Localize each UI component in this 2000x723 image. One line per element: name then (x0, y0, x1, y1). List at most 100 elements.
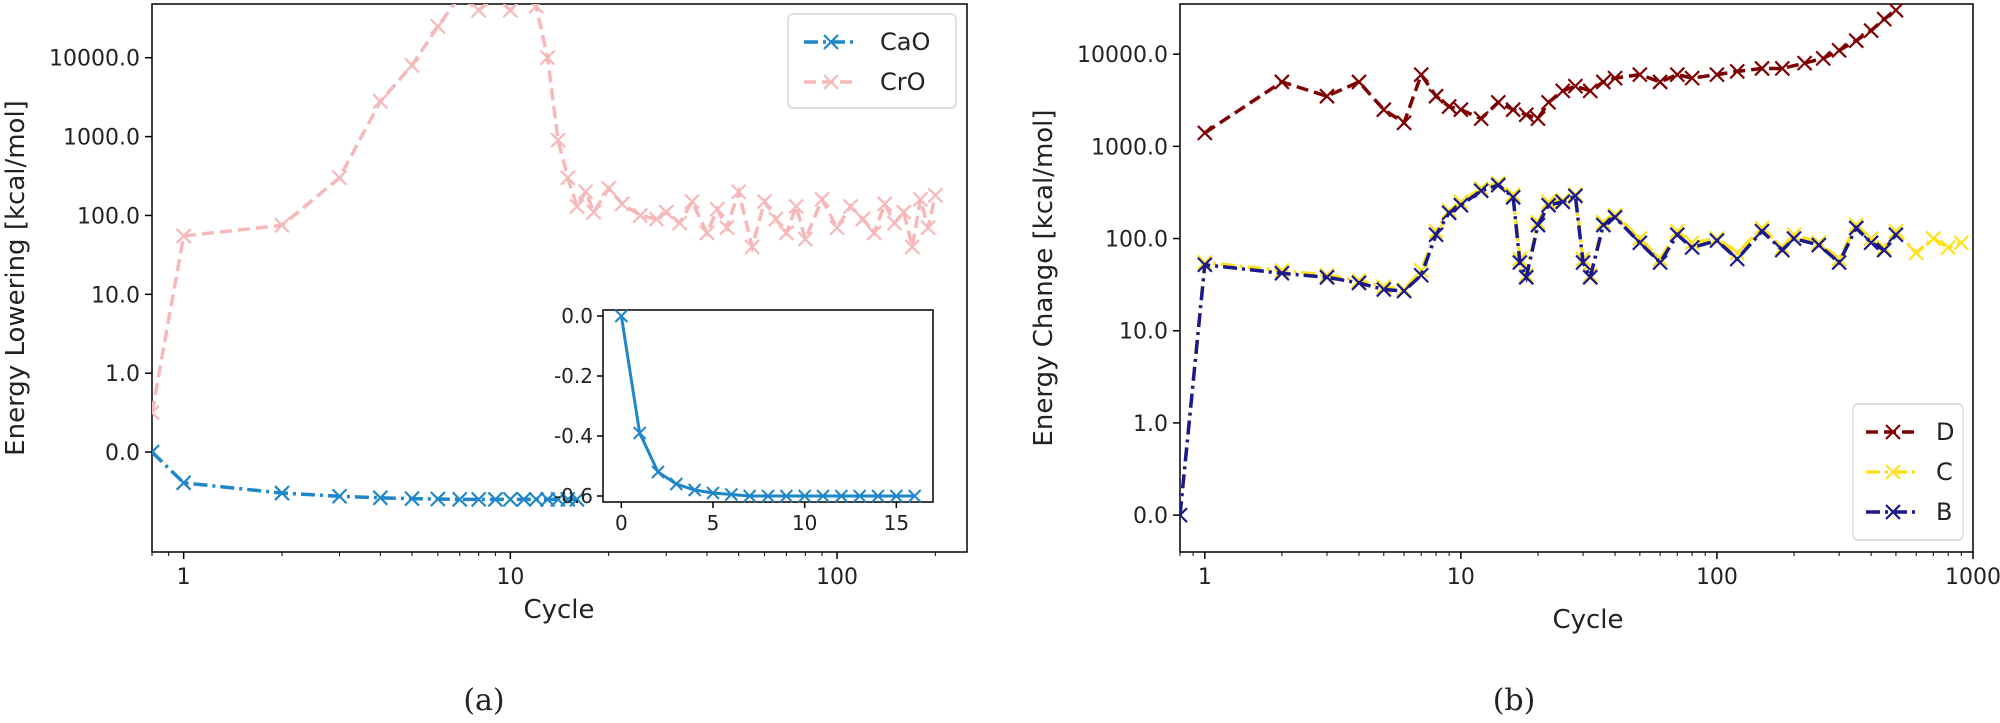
inset-data-point (761, 489, 775, 503)
data-point (1505, 186, 1521, 203)
inset-y-tick-label: -0.4 (554, 424, 593, 448)
data-point (1863, 230, 1879, 247)
inset-data-point (632, 426, 647, 440)
data-point (1582, 269, 1599, 286)
y-tick-label: 10000.0 (1077, 43, 1168, 68)
data-point (1319, 267, 1335, 284)
data-point (404, 490, 420, 507)
data-point (1908, 245, 1924, 261)
legend-label-cro: CrO (880, 68, 926, 96)
inset-data-point (779, 489, 794, 503)
inset-data-point (687, 483, 702, 497)
data-point (855, 211, 871, 227)
data-point (487, 491, 504, 508)
data-point (175, 228, 192, 244)
series-c (1180, 175, 1970, 523)
data-point (1754, 60, 1770, 77)
inset-data-point (614, 309, 629, 323)
inset-data-point (816, 489, 830, 503)
data-point (1632, 66, 1648, 83)
data-point (539, 49, 556, 66)
data-point (1197, 125, 1213, 141)
data-point (895, 204, 912, 220)
data-point (876, 196, 893, 212)
data-point (1709, 66, 1725, 83)
x-tick-label: 1 (177, 565, 191, 590)
data-point (1729, 63, 1745, 80)
inset-data-point (724, 487, 739, 502)
data-point (1453, 101, 1469, 118)
data-point (1554, 194, 1571, 210)
data-point (1319, 88, 1335, 104)
inset-data-point (834, 489, 849, 503)
y-tick-label: 10000.0 (49, 47, 140, 72)
data-point (1632, 234, 1648, 251)
chart-b-caption: (b) (1493, 683, 1536, 718)
chart-b-ylabel: Energy Change [kcal/mol] (1029, 109, 1059, 446)
data-point (274, 217, 290, 234)
data-point (1684, 239, 1700, 256)
data-point (1754, 220, 1770, 236)
y-tick-label: 100.0 (1105, 228, 1168, 253)
data-point (1786, 230, 1802, 247)
data-point (1453, 197, 1469, 213)
inset-data-point (889, 489, 904, 503)
data-point (658, 204, 674, 220)
y-tick-label: 1000.0 (1091, 135, 1168, 160)
legend-marker-cao (823, 34, 839, 50)
data-point (331, 170, 348, 186)
data-point (1684, 70, 1700, 86)
data-point (502, 4, 519, 19)
data-point (1831, 254, 1847, 271)
data-point (404, 57, 420, 74)
data-point (1632, 230, 1648, 247)
inset-y-tick-label: -0.2 (554, 364, 593, 388)
data-point (730, 183, 747, 200)
y-tick-label: 1.0 (1133, 412, 1168, 437)
y-tick-label: 100.0 (77, 204, 140, 229)
data-point (788, 198, 804, 215)
data-point (912, 191, 929, 208)
data-point (699, 225, 715, 241)
inset-data-point (852, 489, 867, 503)
data-point (1413, 267, 1429, 284)
data-point (1729, 251, 1745, 267)
data-point (569, 198, 585, 215)
series-line (152, 450, 578, 502)
data-point (1848, 220, 1865, 236)
data-point (585, 204, 602, 220)
data-point (1441, 205, 1457, 221)
data-point (719, 219, 735, 236)
data-point (1396, 283, 1412, 299)
data-point (866, 225, 883, 241)
data-point (1669, 223, 1686, 240)
data-point (1490, 94, 1507, 111)
data-point (1428, 88, 1444, 104)
inset-x-tick-label: 5 (707, 511, 720, 535)
data-point (1540, 94, 1557, 111)
y-tick-label: 1.0 (105, 362, 140, 387)
inset-y-tick-label: 0.0 (561, 304, 593, 328)
data-point (632, 207, 649, 224)
legend-label-b: B (1936, 498, 1952, 526)
data-point (1786, 226, 1802, 243)
data-point (1473, 182, 1489, 199)
x-tick-label: 100 (1696, 565, 1738, 590)
data-point (489, 4, 502, 5)
data-point (1274, 265, 1290, 282)
data-point (756, 193, 773, 210)
x-tick-label: 1 (1198, 565, 1212, 590)
x-tick-label: 100 (816, 565, 858, 590)
data-point (372, 93, 389, 110)
data-point (842, 198, 859, 215)
data-point (1505, 101, 1521, 118)
inset-data-point (907, 489, 922, 503)
data-point (1848, 217, 1865, 233)
data-point (372, 490, 389, 506)
data-point (1413, 66, 1429, 83)
series-cro (152, 4, 944, 421)
data-point (502, 491, 519, 508)
chart-a-axes-frame (151, 3, 968, 553)
data-point (1197, 256, 1213, 273)
data-point (1274, 74, 1290, 90)
